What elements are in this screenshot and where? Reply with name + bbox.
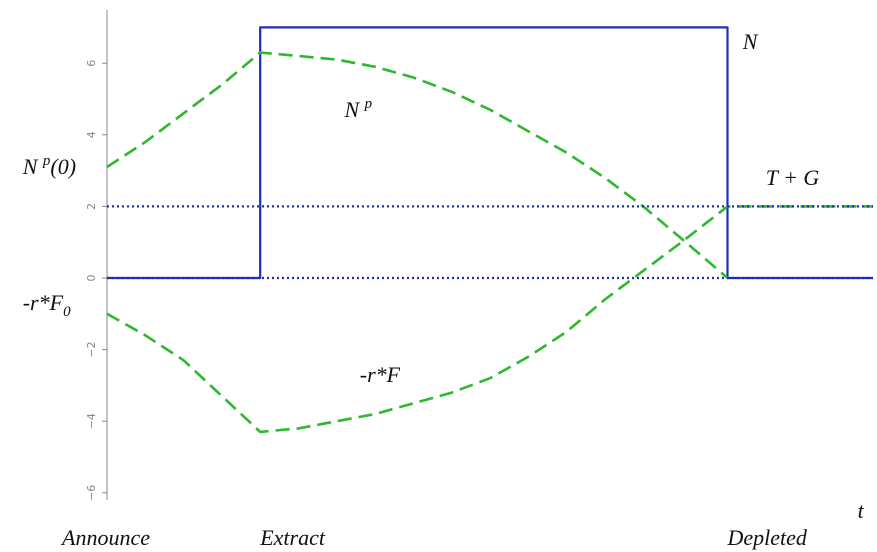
x-category-label-2: Extract (259, 525, 326, 550)
annotation-6: -r*F0 (23, 290, 71, 320)
y-tick-label: 6 (85, 60, 98, 67)
x-category-label-1: Announce (60, 525, 150, 550)
annotation-3: N p(0) (22, 153, 76, 179)
annotation-1: N (742, 29, 759, 54)
y-tick-label: 4 (85, 131, 98, 138)
annotation-layer: N N p N p(0) T + G -r*F -r*F0 t Announce Extract… (22, 29, 865, 550)
annotation-7: t (858, 498, 865, 523)
annotation-4: T + G (766, 165, 820, 190)
axes: −6 −4 −2 0 2 4 6 (85, 10, 108, 501)
y-tick-label: −4 (85, 413, 98, 429)
series-layer (106, 26, 873, 434)
series-line-1 (107, 26, 873, 280)
y-tick-label: 0 (85, 275, 98, 282)
y-tick-label: 2 (85, 203, 98, 210)
annotation-5: -r*F (360, 362, 401, 387)
series-line-3 (106, 205, 873, 434)
series-line-2 (106, 51, 729, 279)
annotation-2: N p (343, 96, 372, 122)
y-tick-label: −6 (85, 485, 98, 501)
x-category-label-3: Depleted (726, 525, 807, 550)
y-tick-label: −2 (85, 341, 98, 357)
